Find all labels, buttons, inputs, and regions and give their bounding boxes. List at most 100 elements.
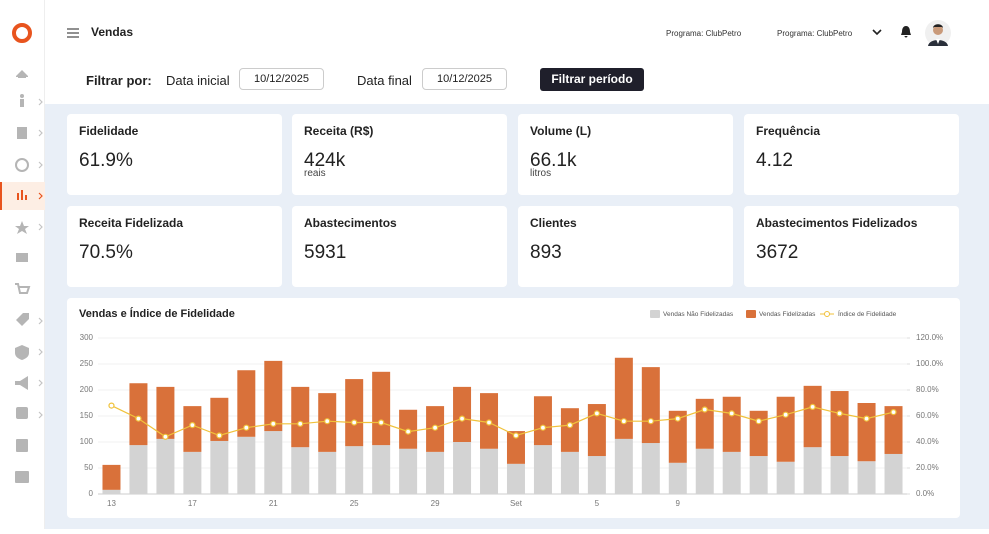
y-tick-label: 50 <box>84 463 93 472</box>
kpi-value: 5931 <box>304 242 347 263</box>
bar <box>641 367 660 444</box>
line-point <box>620 418 627 425</box>
legend-swatch <box>824 311 830 317</box>
kpi-label: Abastecimentos <box>304 216 397 230</box>
bar <box>695 398 714 449</box>
legend-swatch <box>746 310 756 318</box>
line-point <box>539 424 547 431</box>
logo <box>12 23 32 43</box>
bar <box>641 443 660 494</box>
bar <box>776 396 795 462</box>
topbar: Vendas Programa: ClubPetro Programa: Clu… <box>45 10 970 60</box>
bar <box>129 445 148 494</box>
bar <box>884 406 903 454</box>
kpi-card: Fidelidade 61.9% <box>67 114 282 195</box>
legend-label: Vendas Não Fidelizadas <box>663 311 734 318</box>
line-point <box>162 433 169 440</box>
bar <box>345 446 364 494</box>
bar <box>264 360 283 432</box>
y-tick-label: 150 <box>80 411 94 420</box>
bar <box>129 383 148 446</box>
bar <box>102 489 121 494</box>
bar <box>803 385 822 448</box>
y-tick-label: 0 <box>89 489 94 498</box>
bar <box>237 436 256 494</box>
bar <box>506 431 525 464</box>
bar <box>614 357 633 439</box>
menu-icon[interactable] <box>66 27 80 39</box>
bar <box>560 451 579 494</box>
line-point <box>405 428 412 435</box>
kpi-value: 893 <box>530 242 562 263</box>
x-tick-label: 5 <box>595 499 600 508</box>
line-point <box>189 421 196 429</box>
kpi-label: Volume (L) <box>530 124 592 138</box>
line-point <box>836 410 843 417</box>
kpi-card: Abastecimentos Fidelizados 3672 <box>744 206 959 287</box>
bar <box>668 462 687 494</box>
start-date-input[interactable]: 10/12/2025 <box>239 68 324 90</box>
bar <box>345 379 364 447</box>
kpi-value: 66.1k <box>530 150 577 171</box>
active-marker <box>0 182 2 210</box>
kpi-unit: reais <box>304 168 326 179</box>
bar <box>857 403 876 462</box>
y2-tick-label: 120.0% <box>916 333 943 342</box>
kpi-label: Frequência <box>756 124 821 138</box>
line-point <box>431 424 439 431</box>
line-point <box>674 415 681 422</box>
bar <box>857 461 876 494</box>
y-tick-label: 250 <box>80 359 94 368</box>
kpi-card: Receita Fidelizada 70.5% <box>67 206 282 287</box>
bar <box>453 386 472 442</box>
sidebar <box>0 0 45 529</box>
bar <box>749 410 768 457</box>
kpi-unit: litros <box>530 168 552 179</box>
y2-tick-label: 100.0% <box>916 359 943 368</box>
bar <box>291 447 310 494</box>
kpi-value: 70.5% <box>79 242 133 263</box>
x-tick-label: 9 <box>676 499 681 508</box>
bar <box>372 445 391 494</box>
x-tick-label: 25 <box>350 499 359 508</box>
kpi-label: Clientes <box>530 216 577 230</box>
bar <box>587 404 606 457</box>
program-selector[interactable]: Programa: ClubPetro <box>666 29 742 38</box>
program-selector[interactable]: Programa: ClubPetro <box>777 29 853 38</box>
bar <box>264 431 283 494</box>
avatar[interactable] <box>925 20 951 46</box>
bar <box>776 461 795 494</box>
line-point <box>863 415 870 422</box>
kpi-label: Fidelidade <box>79 124 139 138</box>
x-tick-label: 21 <box>269 499 278 508</box>
end-date-input[interactable]: 10/12/2025 <box>422 68 507 90</box>
dropdown-icon[interactable] <box>871 27 883 37</box>
line-point <box>135 415 142 422</box>
line-point <box>512 432 520 439</box>
legend-swatch <box>650 310 660 318</box>
bar <box>156 438 175 494</box>
bar <box>237 370 256 437</box>
bar <box>453 442 472 494</box>
bar <box>830 391 849 457</box>
line-point <box>270 420 277 427</box>
bar <box>830 456 849 494</box>
filter-label: Filtrar por: <box>86 73 152 88</box>
kpi-card: Volume (L) 66.1k litros <box>518 114 733 195</box>
bell-icon[interactable] <box>900 25 912 39</box>
kpi-value: 4.12 <box>756 150 793 171</box>
kpi-value: 3672 <box>756 242 799 263</box>
bar <box>156 386 175 439</box>
bar <box>533 445 552 494</box>
line-point <box>593 410 600 417</box>
line-point <box>485 419 493 426</box>
bar <box>210 397 229 441</box>
end-date-label: Data final <box>357 73 412 88</box>
line-point <box>647 418 654 425</box>
bar <box>506 463 525 494</box>
nav-icons[interactable] <box>15 70 31 483</box>
page-title: Vendas <box>91 25 134 39</box>
start-date-label: Data inicial <box>166 73 230 88</box>
filter-button[interactable]: Filtrar período <box>540 68 644 91</box>
y2-tick-label: 80.0% <box>916 385 939 394</box>
